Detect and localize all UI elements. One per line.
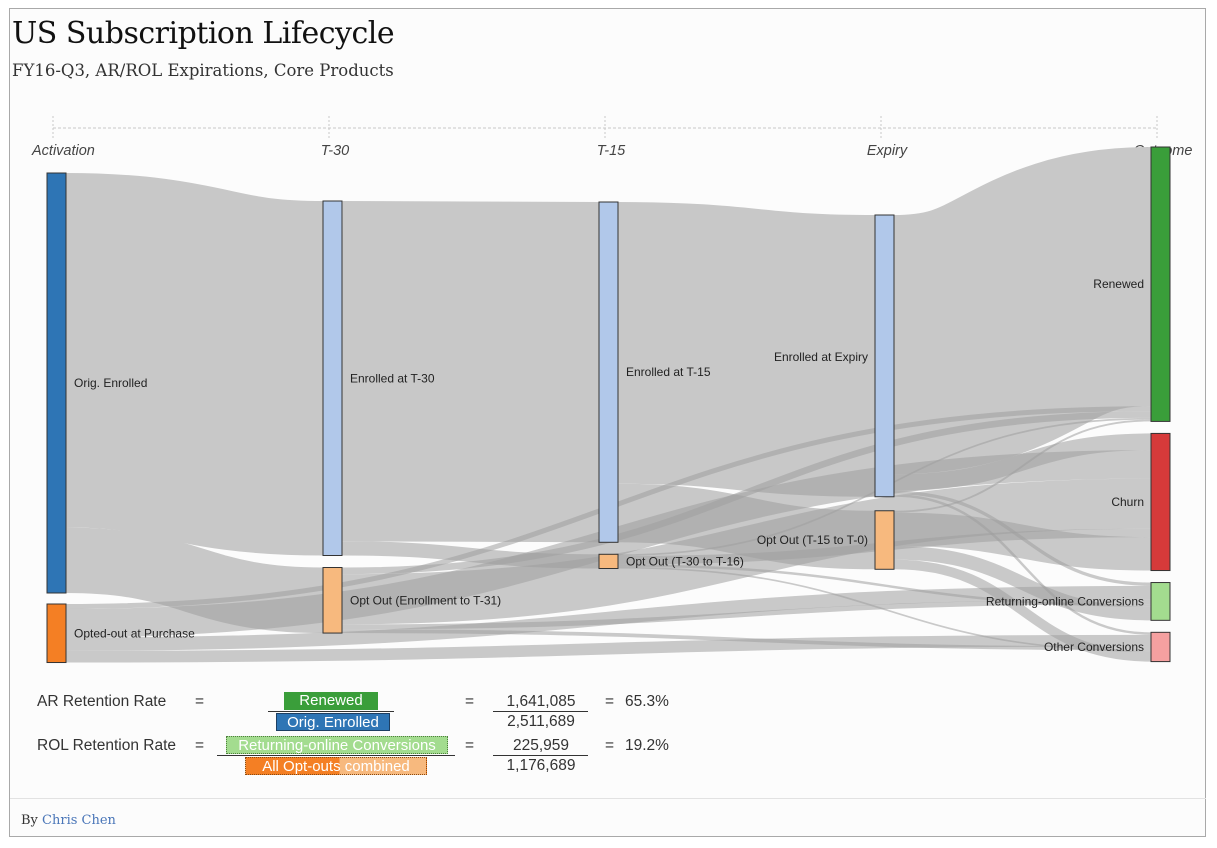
node-label: Returning-online Conversions (986, 594, 1144, 608)
sankey-node[interactable] (1150, 582, 1171, 621)
stage-label: T-30 (321, 143, 349, 159)
sankey-node[interactable] (1150, 146, 1171, 422)
node-label: Opt Out (T-15 to T-0) (757, 533, 868, 547)
sankey-link[interactable] (341, 478, 1152, 625)
sankey-node[interactable] (322, 200, 343, 557)
node-label: Enrolled at T-15 (626, 365, 711, 379)
sankey-node[interactable] (46, 603, 67, 664)
node-label: Other Conversions (1044, 640, 1144, 654)
stage-label: Activation (31, 143, 95, 159)
byline: By Chris Chen (21, 813, 116, 828)
sankey-link[interactable] (617, 566, 1152, 652)
node-label: Orig. Enrolled (74, 376, 147, 390)
sankey-link[interactable] (65, 450, 1152, 638)
node-label: Renewed (1093, 277, 1144, 291)
sankey-link[interactable] (893, 512, 1152, 571)
links-group (64, 147, 1155, 663)
sankey-link[interactable] (341, 629, 1152, 651)
sankey-node[interactable] (1150, 631, 1171, 663)
sankey-node[interactable] (46, 172, 67, 594)
sankey-link[interactable] (65, 527, 324, 634)
sankey-link[interactable] (893, 546, 1152, 621)
sankey-link[interactable] (617, 201, 876, 497)
byline-prefix: By (21, 813, 38, 828)
chart-title: US Subscription Lifecycle (12, 16, 395, 51)
sankey-link[interactable] (65, 634, 1152, 663)
sankey-link[interactable] (341, 411, 1152, 575)
node-label: Opt Out (Enrollment to T-31) (350, 593, 501, 607)
node-label: Churn (1111, 495, 1144, 509)
sankey-link[interactable] (64, 172, 325, 556)
sankey-link[interactable] (890, 147, 1155, 475)
chart-subtitle: FY16-Q3, AR/ROL Expirations, Core Produc… (12, 61, 394, 80)
node-label: Enrolled at T-30 (350, 371, 435, 385)
sankey-link[interactable] (893, 559, 1152, 662)
author-link[interactable]: Chris Chen (42, 813, 116, 828)
sankey-node[interactable] (598, 553, 619, 570)
sankey-node[interactable] (874, 510, 895, 570)
sankey-node[interactable] (322, 567, 343, 634)
node-label: Enrolled at Expiry (774, 350, 868, 364)
stage-label: Expiry (867, 143, 908, 159)
sankey-link[interactable] (341, 599, 1152, 630)
sankey-link[interactable] (341, 200, 600, 543)
stage-label: T-15 (597, 143, 626, 159)
sankey-node[interactable] (874, 214, 895, 498)
sankey-node[interactable] (598, 201, 619, 543)
sankey-node[interactable] (1150, 432, 1171, 572)
footer-divider (10, 798, 1206, 799)
sankey-link[interactable] (65, 585, 1152, 651)
node-label: Opted-out at Purchase (74, 626, 195, 640)
node-label: Opt Out (T-30 to T-16) (626, 554, 744, 568)
sankey-link[interactable] (893, 419, 1152, 513)
